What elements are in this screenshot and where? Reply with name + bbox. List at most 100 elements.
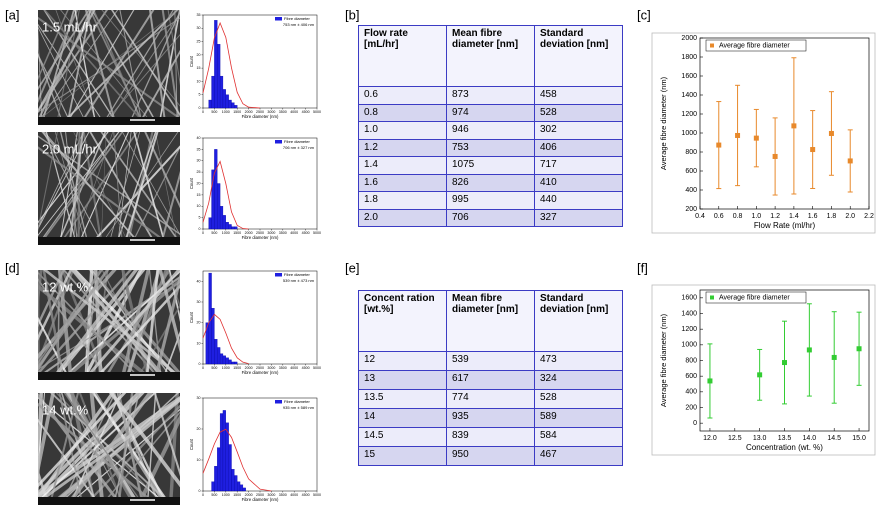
y-axis-label: Average fibre diameter (nm) [659,313,668,407]
y-tick-label: 1400 [681,310,697,317]
fibre [77,132,81,245]
fibre [38,396,180,498]
x-tick-label: 15.0 [852,435,866,442]
x-tick-label: 1500 [233,366,241,370]
fibre [38,23,106,125]
table-row: 0.8 974 528 [358,103,623,122]
data-point [831,354,837,360]
fibre [38,146,172,245]
y-tick-label: 200 [685,404,697,411]
x-tick-label: 5000 [313,493,321,497]
legend-label: Average fibre diameter [719,295,790,302]
sem-fibres [38,270,180,380]
hist-bar [231,469,235,492]
fibre [167,270,180,309]
x-tick-label: 0.6 [714,213,724,220]
sem-fibres [15,127,180,250]
x-tick-label: 4000 [290,231,298,235]
table-row: 2.0 706 327 [358,208,623,227]
y-tick-label: 800 [685,149,697,156]
fibre [38,16,180,120]
y-tick-label: 35 [197,147,201,151]
fibre [38,53,73,125]
x-tick-label: 0.4 [695,213,705,220]
y-tick-label: 25 [197,40,201,44]
y-tick-label: 10 [197,458,201,462]
data-point [856,346,862,352]
table-cell: 327 [534,208,623,227]
fibre [41,132,142,245]
hist-bar [231,102,235,109]
x-tick-label: 1.2 [770,213,780,220]
sem-label: 1.5 mL/hr [42,19,98,34]
fit-curve [202,428,272,492]
fibre [153,272,180,380]
sem-fibres [15,388,180,505]
fibre [45,132,78,245]
table-cell: 324 [534,370,623,390]
x-tick-label: 1.6 [808,213,818,220]
table-cell: 706 [446,208,535,227]
x-axis-label: Fibre diameter (nm) [242,497,279,502]
hist-bar [214,339,218,365]
fibre [100,411,180,505]
data-point [810,147,816,153]
fibre [108,393,180,488]
concentration-table: Concent ration [wt.%] Mean fibre diameter… [358,290,623,466]
x-tick-label: 3000 [267,110,275,114]
fibre [43,10,147,125]
table-cell: 2.0 [358,208,447,227]
plot-frame [202,270,318,365]
y-tick-label: 15 [197,193,201,197]
annotation: 706 nm ± 327 nm [283,145,315,150]
fibre [60,393,116,505]
data-point [716,142,722,148]
fibre [38,270,110,370]
x-tick-label: 2000 [245,493,253,497]
fibre [15,127,22,250]
hist-bar [222,410,226,492]
table-cell: Mean fibre diameter [nm] [446,25,535,87]
y-tick-label: 40 [197,279,201,283]
hist-bar [234,361,238,365]
table-row: 12 539 473 [358,351,623,371]
fibre [17,5,26,130]
y-tick-label: 1800 [681,54,697,61]
table-cell: 1.0 [358,121,447,140]
hist-bar [228,99,232,109]
fibre [57,270,61,380]
table-cell: 0.6 [358,86,447,105]
fibre [60,393,98,505]
sem-info-bar [38,117,180,125]
fibre [153,393,180,477]
table-row: 1.6 826 410 [358,173,623,192]
data-point [782,360,787,366]
x-tick-label: 3000 [267,493,275,497]
x-axis-label: Flow Rate (ml/hr) [754,221,816,230]
hist-bar [219,353,224,365]
table-cell: 12 [358,351,447,371]
table-cell: 873 [446,86,535,105]
x-tick-label: 1500 [233,231,241,235]
table-cell: 410 [534,173,623,192]
table-cell: Mean fibre diameter [nm] [446,290,535,352]
y-tick-label: 15 [197,66,201,70]
y-tick-label: 20 [197,427,201,431]
fibre [15,388,38,505]
hist-bar [211,75,215,109]
fibre [59,132,78,245]
table-cell: 458 [534,86,623,105]
x-tick-label: 12.0 [703,435,717,442]
fibre [38,132,109,224]
fit-curve [202,313,249,364]
hist-bar [217,44,221,109]
fibre [23,388,30,505]
fibre [60,10,154,125]
x-tick-label: 2000 [245,366,253,370]
fibre [38,132,124,245]
x-tick-label: 1.0 [751,213,761,220]
sem-info-bar [38,372,180,380]
y-tick-label: 10 [197,204,201,208]
legend-box [705,291,807,304]
